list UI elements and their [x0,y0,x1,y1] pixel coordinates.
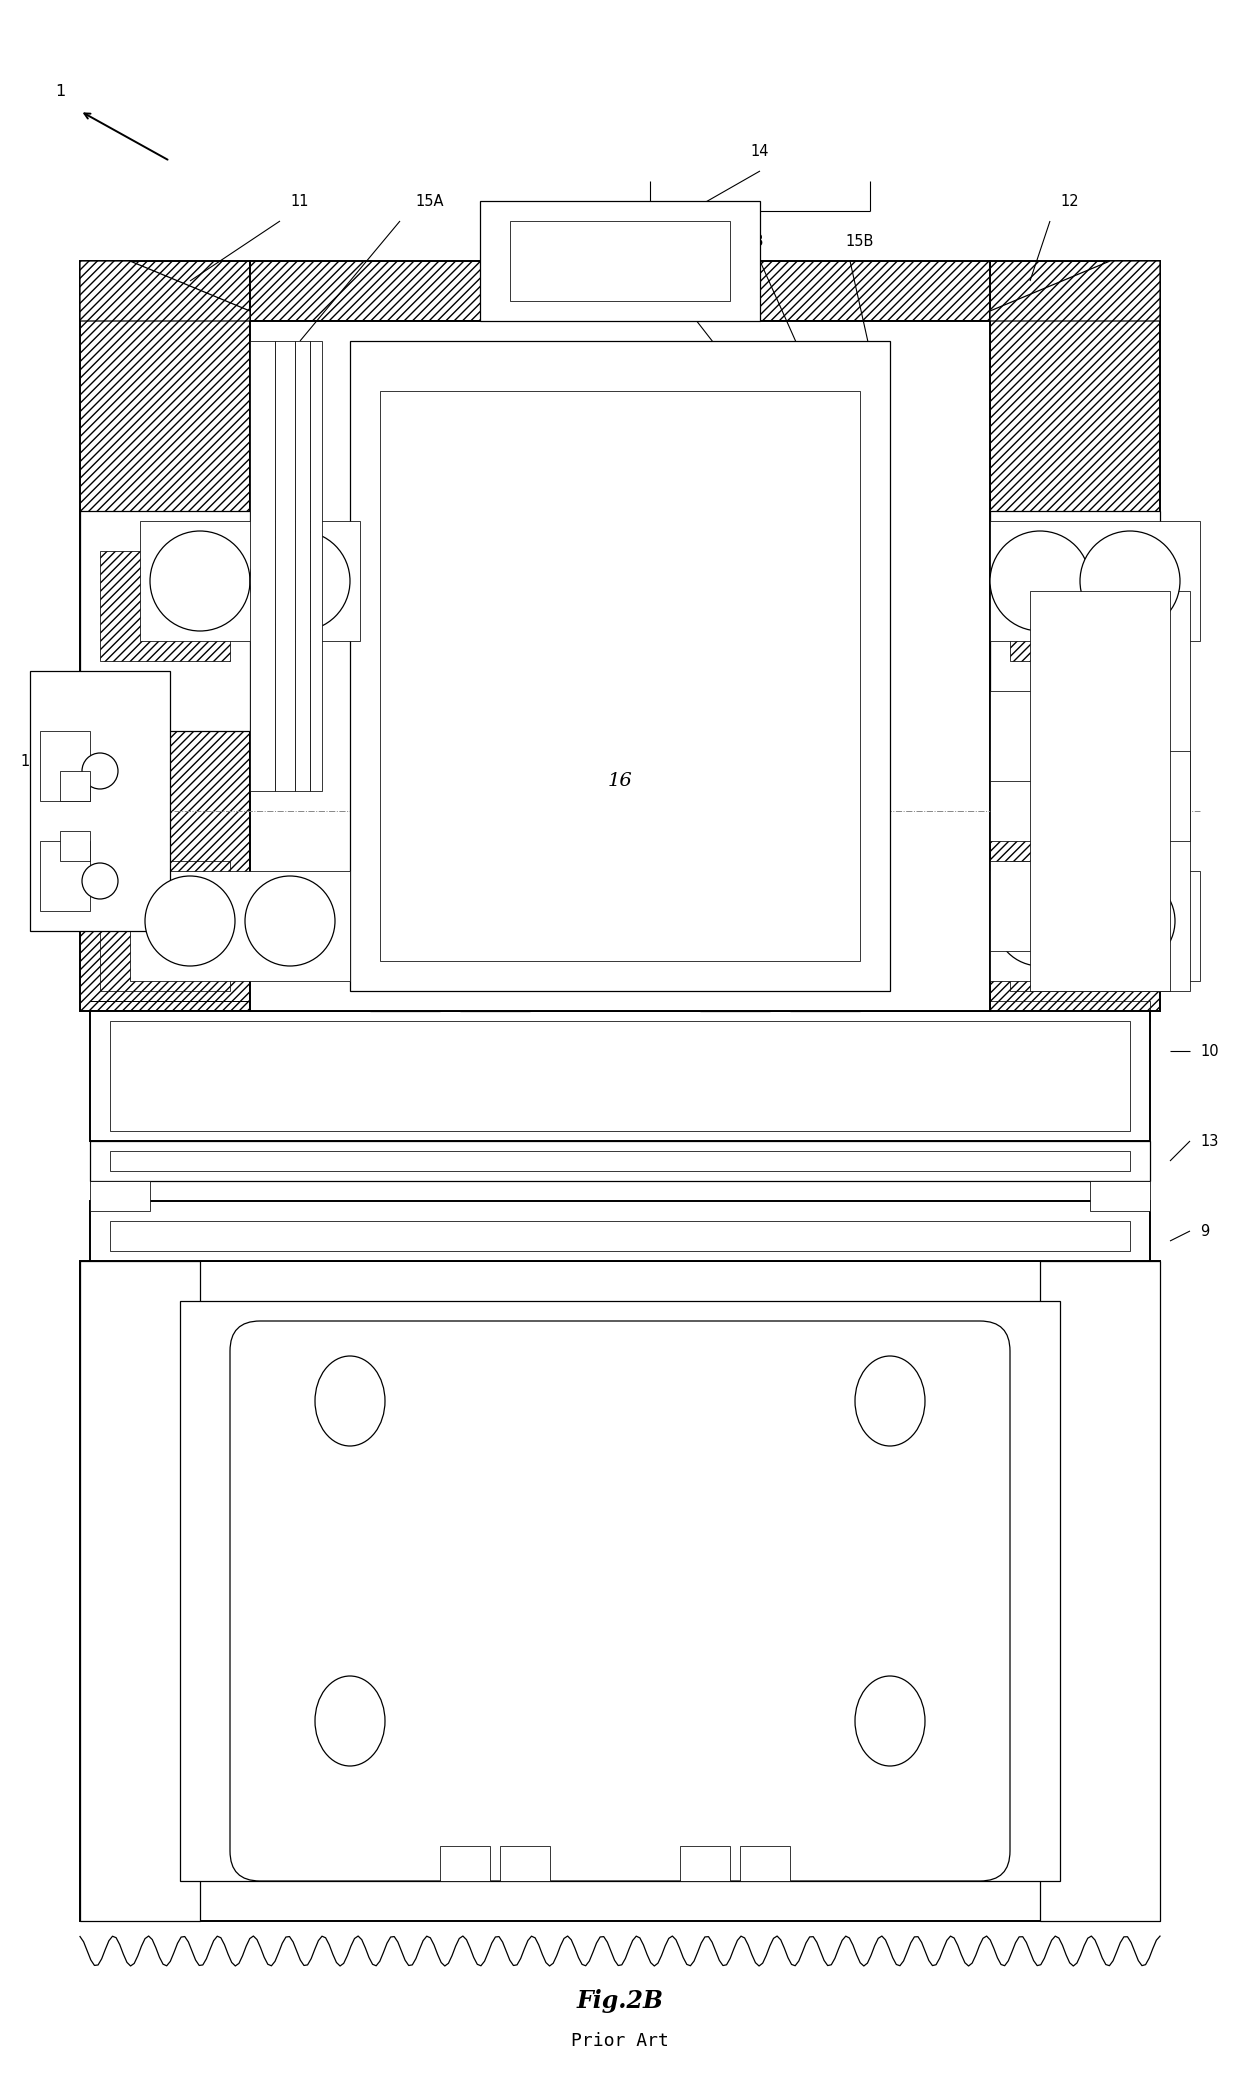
Bar [680,1846,730,1882]
Circle shape [1085,876,1176,966]
Text: 16: 16 [608,772,632,790]
Bar [250,341,275,790]
Bar [91,1181,150,1211]
Bar [990,861,1149,951]
Bar [250,261,990,322]
Circle shape [246,876,335,966]
Bar [510,222,730,301]
Text: 9: 9 [1200,1223,1209,1238]
Polygon shape [81,261,250,322]
Circle shape [82,864,118,899]
Bar [990,690,1149,782]
Bar [275,341,295,790]
Text: 17: 17 [21,753,40,769]
Bar [250,322,990,1012]
Bar [81,1261,200,1922]
Text: 14: 14 [750,144,769,159]
Bar [990,872,1200,981]
Bar [990,510,1159,732]
Bar [1030,592,1171,991]
Text: Fig.2B: Fig.2B [577,1989,663,2014]
Bar [60,772,91,801]
Bar [1090,592,1190,991]
Bar [990,521,1200,642]
Text: 14B: 14B [735,234,764,249]
Bar [1040,1261,1159,1922]
Ellipse shape [315,1355,384,1447]
Polygon shape [91,1002,350,1020]
Bar [1011,552,1140,661]
Circle shape [82,753,118,788]
Ellipse shape [856,1355,925,1447]
Bar [81,510,250,732]
Bar [740,1846,790,1882]
Bar [1011,861,1140,991]
Text: 13: 13 [1200,1133,1219,1148]
Bar [60,830,91,861]
Bar [100,861,229,991]
Polygon shape [990,1002,1149,1020]
Text: 10: 10 [1200,1043,1219,1058]
Bar [91,1200,1149,1261]
Bar [440,1846,490,1882]
Bar [91,1012,1149,1142]
Text: 1: 1 [55,84,66,98]
Text: 15B: 15B [846,234,874,249]
Text: 11: 11 [290,194,309,209]
Bar [81,1261,1159,1922]
Circle shape [1080,531,1180,631]
Bar [40,841,91,912]
Circle shape [990,531,1090,631]
Bar [91,1142,1149,1181]
Circle shape [145,876,236,966]
Bar [350,341,890,991]
Bar [130,872,350,981]
Bar [1090,1181,1149,1211]
Ellipse shape [315,1677,384,1767]
Circle shape [150,531,250,631]
Bar [379,391,861,962]
Circle shape [994,876,1085,966]
Text: 14A: 14A [616,234,645,249]
Bar [110,1020,1130,1131]
Bar [100,552,229,661]
Bar [500,1846,551,1882]
Ellipse shape [856,1677,925,1767]
Bar [110,1221,1130,1250]
Bar [140,521,360,642]
Bar [295,341,310,790]
Bar [30,671,170,930]
Bar [990,261,1159,1012]
Bar [990,751,1190,841]
Bar [40,732,91,801]
Bar [310,341,322,790]
Bar [110,1150,1130,1171]
Polygon shape [990,261,1159,322]
Circle shape [250,531,350,631]
Bar [81,261,250,1012]
FancyBboxPatch shape [229,1322,1011,1882]
Bar [180,1301,1060,1882]
Text: 12: 12 [1060,194,1079,209]
Text: Prior Art: Prior Art [572,2032,668,2049]
Text: 15A: 15A [415,194,444,209]
Bar [480,201,760,322]
